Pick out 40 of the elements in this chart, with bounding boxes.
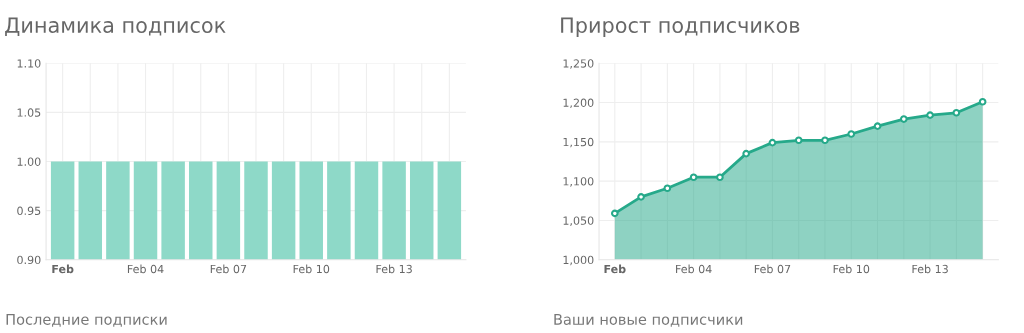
point — [900, 115, 908, 123]
x-tick-label: Feb 13 — [376, 264, 412, 274]
y-tick-label: 0.95 — [17, 206, 41, 215]
text: Ваши новые подписчики — [554, 314, 743, 327]
y-tick-label: 1.05 — [17, 108, 41, 117]
y-tick-label: 1.10 — [17, 59, 41, 68]
x-tick-label: Feb 04 — [127, 264, 164, 274]
y-tick-label: 1,200 — [563, 98, 594, 109]
x-tick-label: Feb 10 — [293, 264, 330, 274]
point — [926, 111, 934, 119]
point — [821, 136, 829, 145]
point — [873, 122, 882, 130]
y-tick-label: 1,150 — [563, 137, 594, 148]
point — [794, 136, 803, 145]
x-tick-label: Feb 13 — [912, 264, 948, 274]
point — [716, 173, 724, 182]
x-tick-label: Feb 04 — [676, 264, 712, 274]
point — [978, 97, 987, 106]
y-tick-label: 0.90 — [17, 255, 41, 265]
x-tick-label: Feb 07 — [754, 264, 791, 274]
y-tick-label: 1,250 — [563, 59, 594, 69]
x-tick-label: Feb — [52, 264, 74, 274]
x-tick-label: Feb 10 — [833, 264, 870, 274]
y-tick-label: 1,100 — [563, 177, 594, 187]
point — [847, 130, 856, 138]
text: Последние подписки — [6, 314, 167, 327]
point — [663, 184, 672, 193]
chart-title: Прирост подписчиков — [561, 17, 800, 38]
x-tick-label: Feb — [604, 264, 626, 274]
point — [952, 108, 961, 117]
y-tick-label: 1.00 — [17, 157, 41, 166]
chart-title: Динамика подписок — [5, 17, 226, 36]
point — [742, 149, 750, 158]
point — [768, 138, 777, 147]
point — [689, 173, 698, 182]
point — [610, 209, 619, 218]
y-tick-label: 1,000 — [563, 255, 594, 266]
x-tick-label: Feb 07 — [210, 264, 247, 274]
y-tick-label: 1,050 — [563, 216, 594, 226]
point — [637, 193, 645, 201]
